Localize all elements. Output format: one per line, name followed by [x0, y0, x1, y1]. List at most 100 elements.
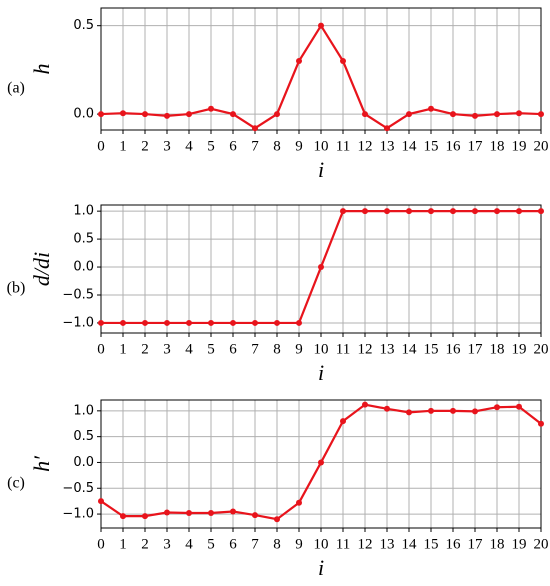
x-tick-label: 3	[163, 341, 171, 357]
x-tick-label: 15	[424, 138, 439, 154]
x-tick-label: 8	[273, 536, 281, 552]
point	[340, 418, 346, 425]
point	[230, 508, 236, 515]
point	[384, 125, 390, 132]
point	[186, 111, 192, 118]
x-tick-label: 13	[380, 341, 395, 357]
plot-frame	[100, 399, 542, 529]
point	[98, 319, 104, 326]
x-tick-label: 10	[314, 341, 329, 357]
x-tick-label: 18	[490, 138, 505, 154]
y-tick-label: −1.0	[62, 315, 94, 330]
x-tick-label: 17	[468, 138, 484, 154]
point	[296, 319, 302, 326]
point	[472, 112, 478, 119]
plot-frame	[100, 204, 542, 334]
x-tick-label: 11	[336, 536, 350, 552]
x-tick-label: 13	[380, 138, 395, 154]
point	[120, 513, 126, 520]
point	[428, 208, 434, 215]
point	[340, 208, 346, 215]
x-tick-label: 18	[490, 536, 505, 552]
y-axis-label: d/di	[29, 252, 54, 286]
x-tick-label: 14	[402, 536, 418, 552]
x-axis-label: i	[318, 555, 324, 580]
x-tick-label: 2	[141, 341, 149, 357]
x-tick-label: 11	[336, 138, 350, 154]
y-tick-label: 0.0	[73, 455, 94, 470]
point	[538, 111, 544, 118]
x-tick-label: 18	[490, 341, 505, 357]
x-tick-label: 10	[314, 138, 329, 154]
point	[516, 403, 522, 410]
x-tick-label: 14	[402, 138, 418, 154]
y-tick-label: −0.5	[62, 287, 94, 302]
x-tick-label: 5	[207, 341, 215, 357]
point	[428, 105, 434, 112]
y-tick-label: −1.0	[62, 507, 94, 522]
point	[208, 510, 214, 517]
x-tick-label: 3	[163, 536, 171, 552]
point	[230, 319, 236, 326]
x-tick-label: 1	[119, 536, 127, 552]
x-tick-label: 6	[229, 536, 237, 552]
x-tick-label: 9	[295, 536, 303, 552]
x-tick-label: 3	[163, 138, 171, 154]
x-tick-label: 4	[185, 341, 193, 357]
point	[494, 404, 500, 411]
point	[384, 208, 390, 215]
x-tick-label: 12	[358, 341, 373, 357]
point	[516, 208, 522, 215]
x-tick-label: 19	[512, 536, 527, 552]
x-tick-label: 0	[97, 138, 105, 154]
point	[296, 499, 302, 506]
y-tick-label: 0.0	[73, 260, 94, 275]
point	[406, 208, 412, 215]
y-tick-label: 0.5	[73, 429, 94, 444]
point	[252, 125, 258, 132]
x-tick-label: 15	[424, 341, 439, 357]
point	[208, 105, 214, 112]
x-tick-label: 16	[446, 341, 462, 357]
point	[406, 409, 412, 416]
x-tick-label: 17	[468, 536, 484, 552]
point	[362, 401, 368, 408]
x-tick-label: 16	[446, 536, 462, 552]
point	[252, 319, 258, 326]
x-tick-label: 9	[295, 341, 303, 357]
point	[142, 111, 148, 118]
panel-label: (b)	[7, 280, 26, 297]
x-tick-label: 17	[468, 341, 484, 357]
point	[538, 208, 544, 215]
x-tick-label: 8	[273, 341, 281, 357]
x-tick-label: 6	[229, 138, 237, 154]
point	[406, 111, 412, 118]
point	[450, 407, 456, 414]
x-tick-label: 7	[251, 536, 259, 552]
x-tick-label: 13	[380, 536, 395, 552]
point	[318, 22, 324, 29]
x-tick-label: 5	[207, 536, 215, 552]
x-tick-label: 7	[251, 138, 259, 154]
point	[142, 319, 148, 326]
x-tick-label: 4	[185, 536, 193, 552]
x-tick-label: 20	[534, 536, 549, 552]
y-tick-label: 0.5	[73, 18, 94, 33]
panel-label: (c)	[7, 475, 25, 492]
point	[362, 208, 368, 215]
point	[450, 111, 456, 118]
x-tick-label: 20	[534, 138, 549, 154]
point	[208, 319, 214, 326]
point	[516, 110, 522, 117]
point	[142, 513, 148, 520]
x-tick-label: 2	[141, 138, 149, 154]
point	[296, 58, 302, 65]
x-tick-label: 1	[119, 341, 127, 357]
x-tick-label: 12	[358, 138, 373, 154]
point	[318, 459, 324, 466]
x-tick-label: 6	[229, 341, 237, 357]
point	[98, 111, 104, 118]
plot-frame	[100, 7, 542, 131]
y-axis-label: h′	[29, 455, 54, 472]
